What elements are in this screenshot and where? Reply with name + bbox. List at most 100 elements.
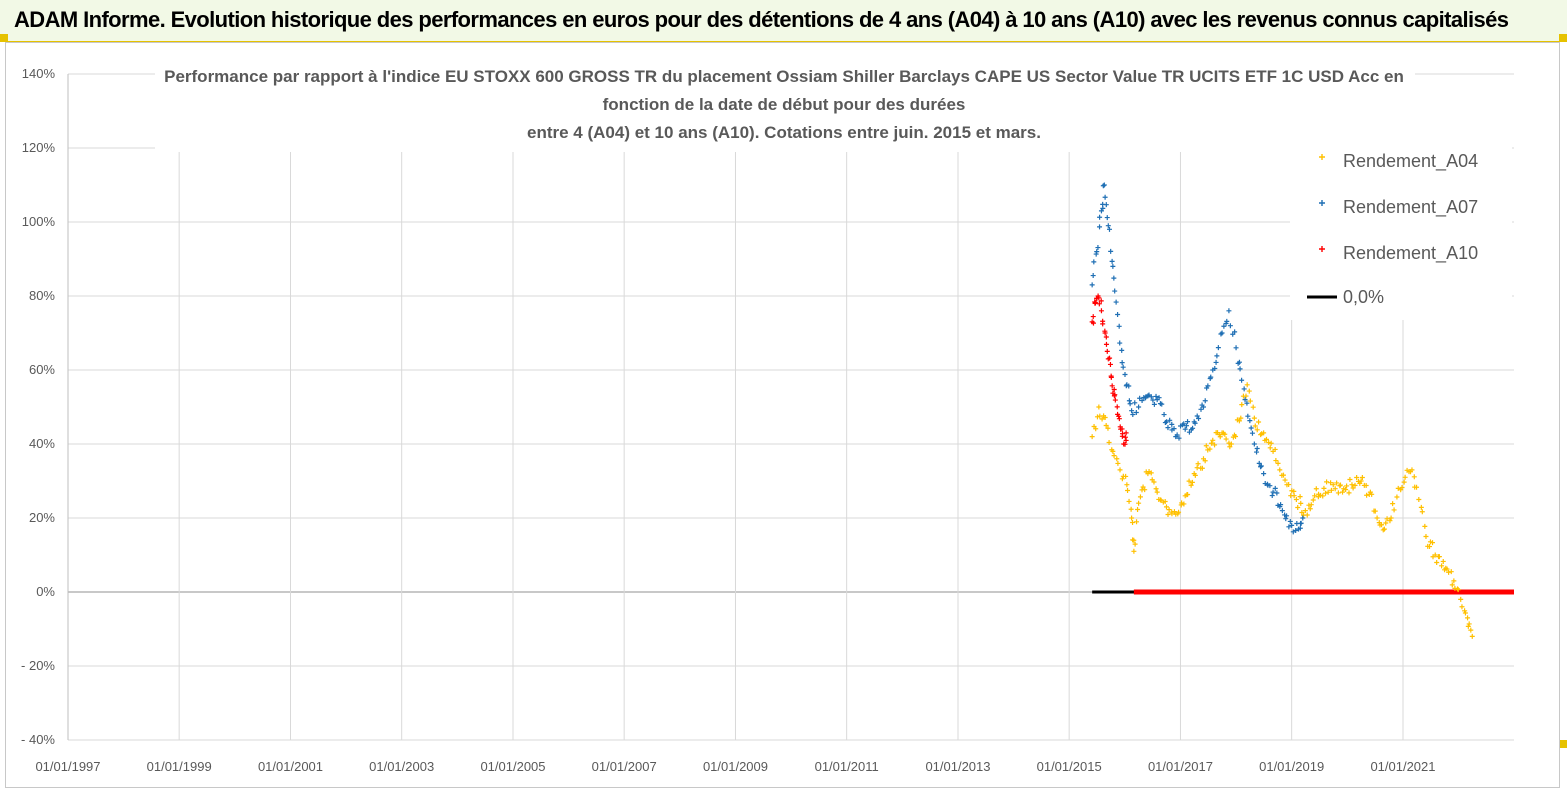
data-point bbox=[1439, 563, 1445, 569]
data-point bbox=[1418, 504, 1424, 510]
data-point bbox=[1295, 504, 1301, 510]
data-point bbox=[1137, 494, 1143, 500]
x-tick-label: 01/01/2017 bbox=[1148, 759, 1213, 774]
data-point bbox=[1123, 437, 1129, 443]
chart-title-background bbox=[155, 60, 1415, 152]
data-point bbox=[1148, 394, 1154, 400]
data-point bbox=[1218, 331, 1224, 337]
data-point bbox=[1210, 437, 1216, 443]
data-point bbox=[1324, 479, 1330, 485]
data-point bbox=[1363, 482, 1369, 488]
data-point bbox=[1286, 482, 1292, 488]
data-point bbox=[1095, 245, 1101, 251]
data-point bbox=[1349, 482, 1355, 488]
y-tick-label: 80% bbox=[29, 288, 55, 303]
legend-marker bbox=[1319, 246, 1325, 252]
data-point bbox=[1272, 485, 1278, 491]
data-point bbox=[1391, 507, 1397, 513]
data-point bbox=[1434, 560, 1440, 566]
data-point bbox=[1448, 569, 1454, 575]
data-point bbox=[1298, 500, 1304, 506]
data-point bbox=[1126, 498, 1132, 504]
data-point bbox=[1335, 490, 1341, 496]
data-point bbox=[1236, 418, 1242, 424]
y-tick-label: 20% bbox=[29, 510, 55, 525]
data-point bbox=[1123, 430, 1129, 436]
data-point bbox=[1233, 433, 1239, 439]
data-point bbox=[1256, 419, 1262, 425]
data-point bbox=[1251, 441, 1257, 447]
data-point bbox=[1112, 397, 1118, 403]
data-point bbox=[1116, 413, 1122, 419]
data-point bbox=[1174, 432, 1180, 438]
data-point bbox=[1217, 434, 1223, 440]
data-point bbox=[1112, 392, 1118, 398]
data-point bbox=[1162, 499, 1168, 505]
data-point bbox=[1241, 386, 1247, 392]
data-point bbox=[1275, 460, 1281, 466]
data-point bbox=[1244, 382, 1250, 388]
data-point bbox=[1289, 522, 1295, 528]
data-point bbox=[1469, 633, 1475, 639]
data-point bbox=[1156, 395, 1162, 401]
data-point bbox=[1106, 439, 1112, 445]
data-point bbox=[1194, 465, 1200, 471]
data-point bbox=[1270, 489, 1276, 495]
data-point bbox=[1179, 500, 1185, 506]
data-point bbox=[1129, 408, 1135, 414]
x-tick-label: 01/01/2003 bbox=[369, 759, 434, 774]
data-point bbox=[1284, 513, 1290, 519]
data-point bbox=[1131, 537, 1137, 543]
data-point bbox=[1117, 340, 1123, 346]
data-point bbox=[1219, 330, 1225, 336]
data-point bbox=[1399, 485, 1405, 491]
data-point bbox=[1381, 526, 1387, 532]
chart-legend: Rendement_A04 Rendement_A07 Rendement_A10 0… bbox=[1290, 138, 1512, 320]
data-point bbox=[1140, 484, 1146, 490]
data-point bbox=[1280, 472, 1286, 478]
data-point bbox=[1323, 490, 1329, 496]
data-point bbox=[1312, 493, 1318, 499]
data-point bbox=[1132, 400, 1138, 406]
data-point bbox=[1171, 426, 1177, 432]
data-point bbox=[1310, 497, 1316, 503]
data-point bbox=[1127, 401, 1133, 407]
data-point bbox=[1110, 263, 1116, 269]
data-point bbox=[1364, 492, 1370, 498]
x-tick-label: 01/01/2009 bbox=[703, 759, 768, 774]
chart-title: Performance par rapport à l'indice EU ST… bbox=[155, 60, 1415, 152]
data-point bbox=[1293, 497, 1299, 502]
data-point bbox=[1212, 366, 1218, 372]
data-point bbox=[1321, 485, 1327, 491]
data-point bbox=[1205, 383, 1211, 389]
data-point bbox=[1247, 418, 1253, 424]
data-point bbox=[1165, 511, 1171, 517]
data-point bbox=[1330, 482, 1336, 488]
data-point bbox=[1347, 477, 1353, 483]
data-point bbox=[1114, 456, 1120, 462]
data-point bbox=[1332, 486, 1338, 492]
data-point bbox=[1116, 323, 1122, 329]
data-point bbox=[1104, 348, 1110, 354]
series-rendement_a04 bbox=[1089, 382, 1475, 639]
data-point bbox=[1117, 467, 1123, 473]
data-point bbox=[1119, 476, 1125, 482]
data-point bbox=[1111, 453, 1117, 459]
data-point bbox=[1387, 518, 1393, 524]
data-point bbox=[1122, 434, 1128, 440]
data-point bbox=[1263, 436, 1269, 442]
legend-label: Rendement_A10 bbox=[1343, 243, 1478, 264]
data-point bbox=[1250, 404, 1256, 410]
data-point bbox=[1091, 259, 1097, 265]
data-point bbox=[1109, 258, 1115, 264]
data-point bbox=[1334, 480, 1340, 486]
data-point bbox=[1422, 523, 1428, 529]
data-point bbox=[1455, 586, 1461, 592]
data-point bbox=[1343, 487, 1349, 493]
data-point bbox=[1248, 425, 1254, 431]
data-point bbox=[1096, 301, 1102, 307]
data-point bbox=[1109, 383, 1115, 389]
data-point bbox=[1107, 361, 1113, 367]
data-point bbox=[1096, 295, 1102, 301]
data-point bbox=[1092, 300, 1098, 306]
